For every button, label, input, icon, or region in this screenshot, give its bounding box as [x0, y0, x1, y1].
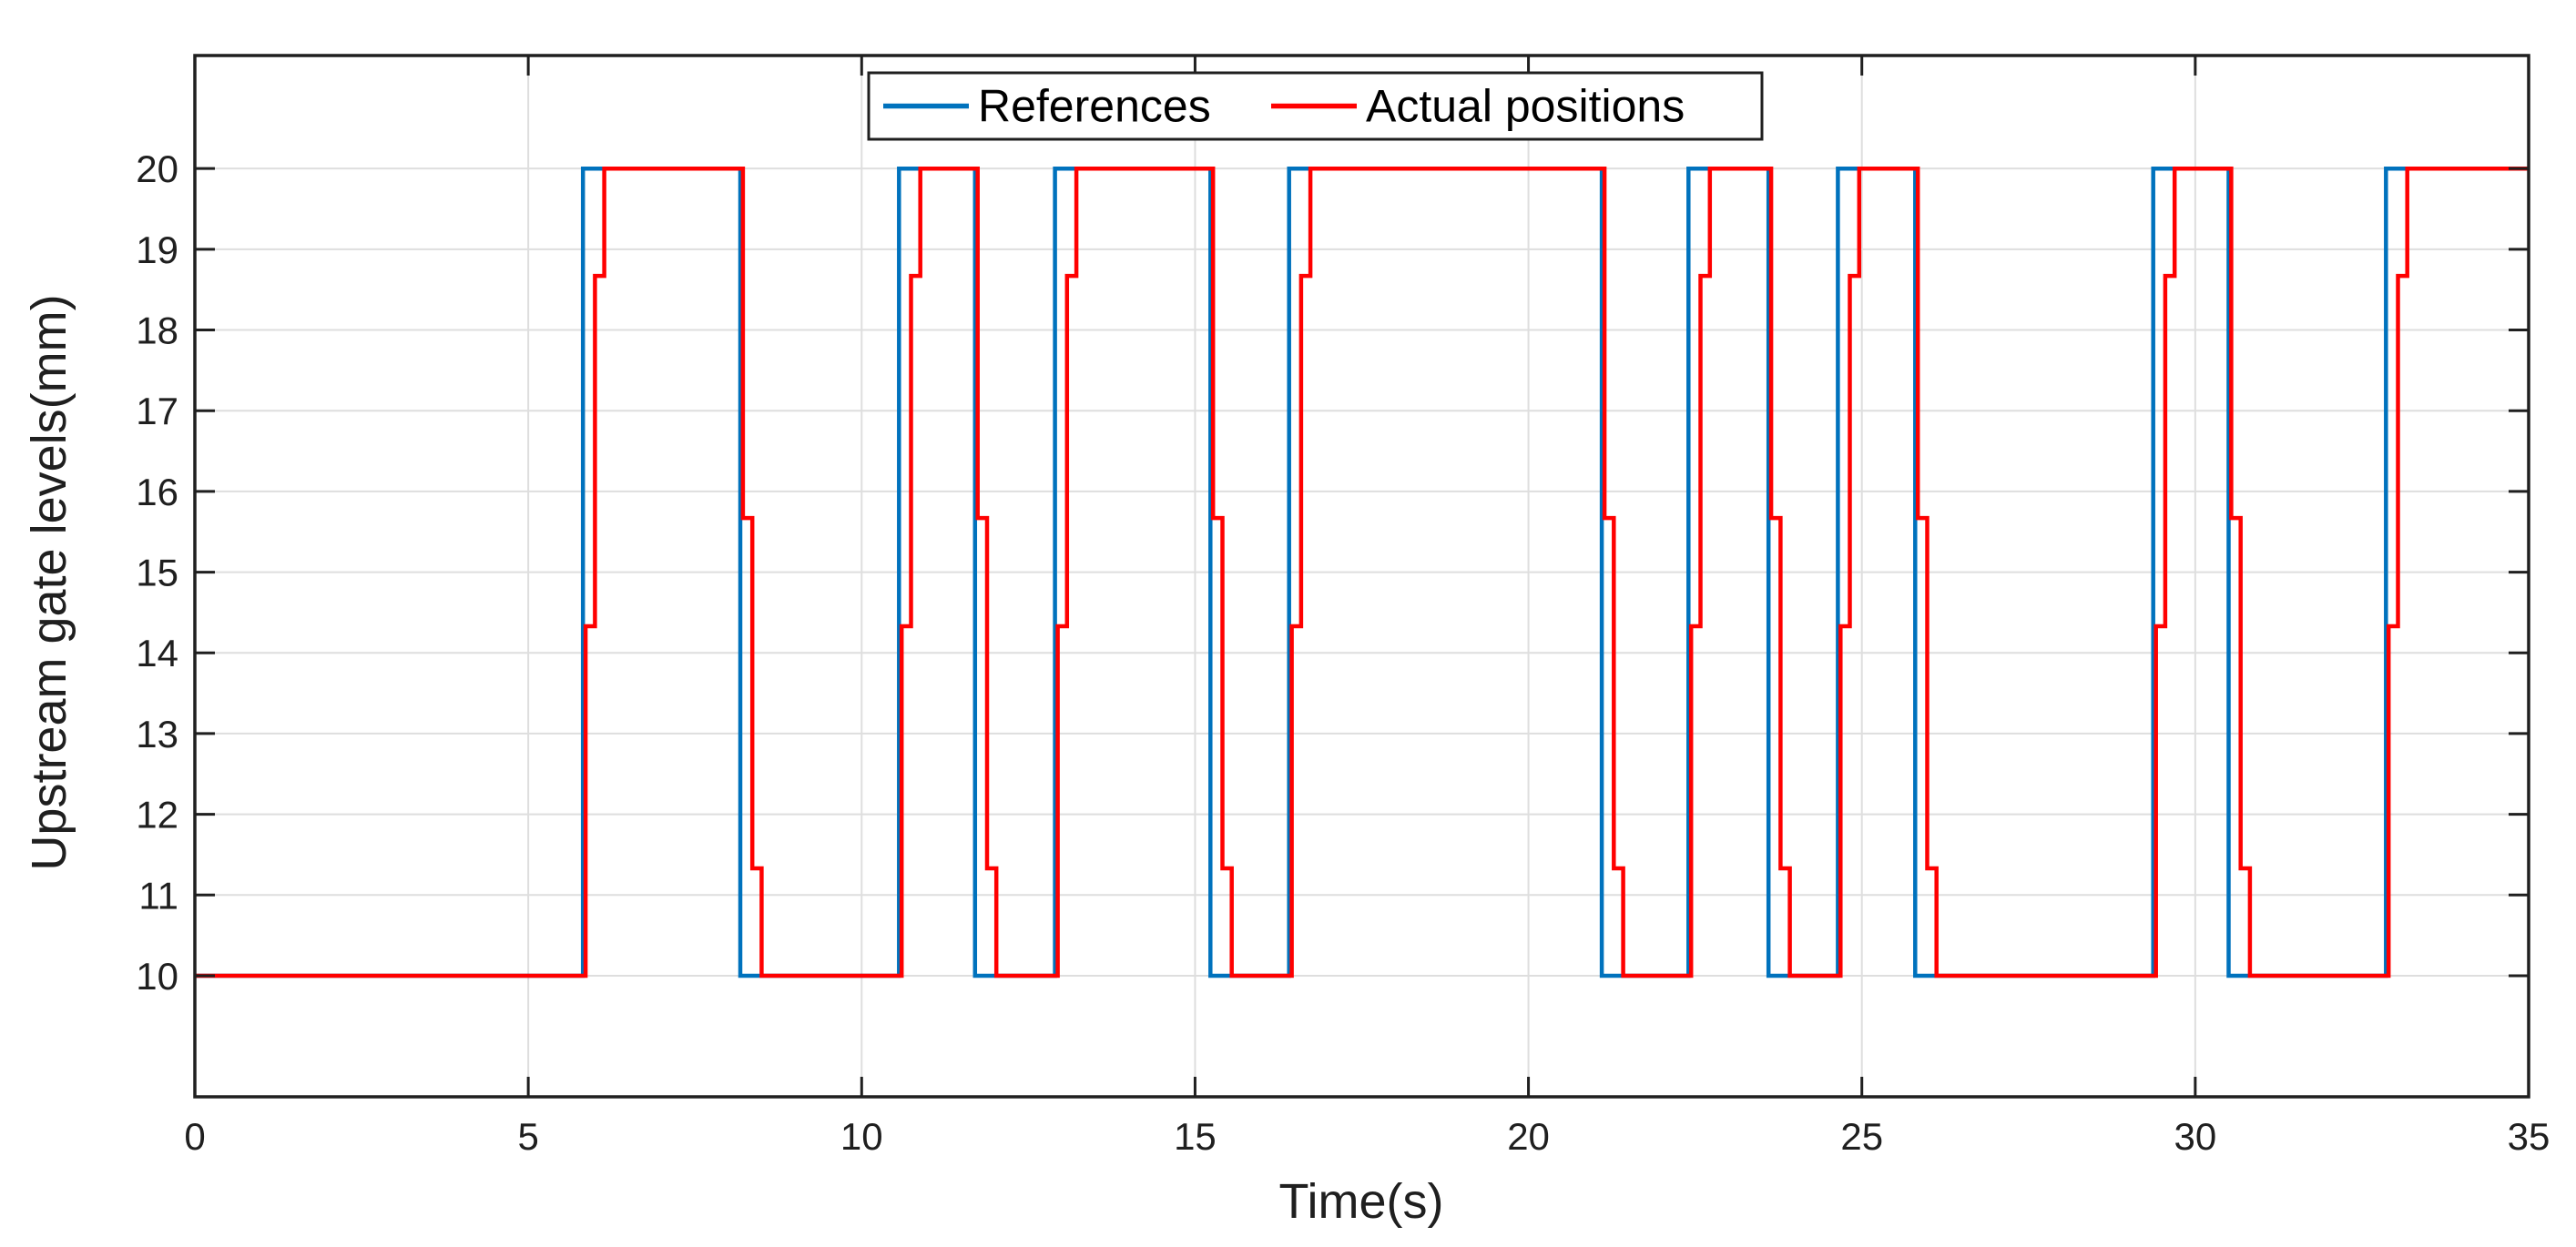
legend-label-actual-positions: Actual positions [1366, 81, 1685, 132]
y-tick-label-15: 15 [136, 552, 178, 594]
y-tick-label-14: 14 [136, 632, 178, 674]
x-tick-label-35: 35 [2508, 1115, 2551, 1158]
data-series [195, 166, 2529, 978]
y-tick-label-10: 10 [136, 955, 178, 998]
y-tick-label-17: 17 [136, 390, 178, 432]
gridlines [195, 56, 2529, 1097]
x-tick-labels: 0 5 10 15 20 25 30 35 [184, 1115, 2550, 1158]
y-tick-label-12: 12 [136, 794, 178, 836]
y-tick-label-11: 11 [138, 874, 178, 917]
y-tick-label-20: 20 [136, 147, 178, 190]
series-line-actual-positions [195, 166, 2529, 978]
x-tick-label-25: 25 [1840, 1115, 1883, 1158]
y-tick-label-18: 18 [136, 309, 178, 352]
x-tick-label-5: 5 [517, 1115, 538, 1158]
axis-ticks [193, 56, 2530, 1097]
x-tick-label-20: 20 [1507, 1115, 1550, 1158]
legend: References Actual positions [867, 71, 1764, 141]
y-tick-label-16: 16 [136, 471, 178, 513]
x-axis-label: Time(s) [1279, 1174, 1444, 1229]
y-axis-label: Upstream gate levels(mm) [22, 294, 76, 870]
y-tick-label-13: 13 [136, 713, 178, 755]
y-tick-label-19: 19 [136, 228, 178, 271]
series-line-references [195, 166, 2529, 978]
plot-border [193, 54, 2530, 1099]
legend-label-references: References [978, 81, 1211, 132]
x-tick-label-10: 10 [840, 1115, 883, 1158]
x-tick-label-0: 0 [184, 1115, 205, 1158]
y-tick-labels: 10 11 12 13 14 15 16 17 18 19 20 [136, 147, 178, 998]
x-tick-label-15: 15 [1174, 1115, 1217, 1158]
x-tick-label-30: 30 [2174, 1115, 2216, 1158]
